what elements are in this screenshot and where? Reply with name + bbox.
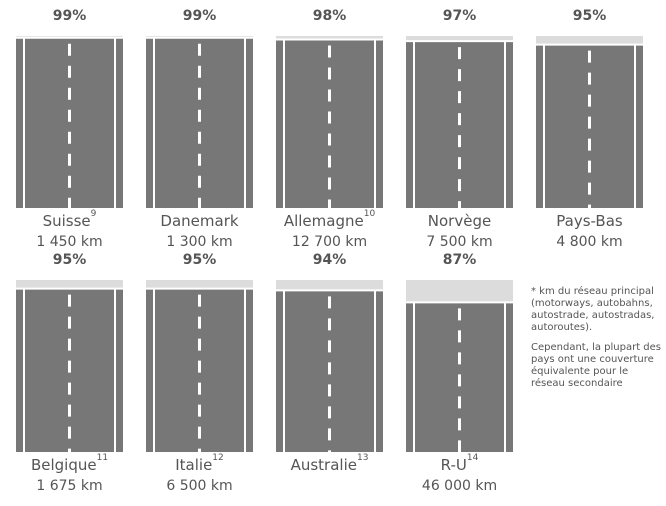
country-name: Suisse (43, 212, 91, 230)
country-label: Belgique11 (31, 453, 108, 474)
country-name: R-U (441, 456, 467, 474)
length-label: 1 450 km (36, 234, 102, 250)
value-label: 87% (443, 252, 477, 268)
note-text: Cependant, la plupart des pays ont une c… (531, 342, 662, 389)
country-label: Pays-Bas (556, 212, 623, 230)
country-name: Australie (291, 456, 357, 474)
footnote-ref: 14 (467, 453, 479, 463)
value-label: 99% (183, 8, 217, 24)
country-label: Danemark (160, 212, 238, 230)
footnote-ref: 11 (97, 453, 108, 463)
length-label: 1 675 km (36, 478, 102, 494)
footnote-ref: 10 (364, 209, 376, 219)
length-label: 4 800 km (556, 234, 622, 250)
country-name: Allemagne (284, 212, 364, 230)
country-name: Norvège (428, 212, 491, 230)
country-name: Danemark (160, 212, 238, 230)
length-label: 1 300 km (166, 234, 232, 250)
footnote-ref: 13 (357, 453, 368, 463)
value-label: 95% (53, 252, 87, 268)
country-name: Italie (175, 456, 212, 474)
footnote-ref: 9 (91, 209, 97, 219)
country-label: Norvège (428, 212, 491, 230)
country-label: Allemagne10 (284, 209, 376, 230)
length-label: 6 500 km (166, 478, 232, 494)
value-label: 94% (313, 252, 347, 268)
value-label: 98% (313, 8, 347, 24)
length-label: 7 500 km (426, 234, 492, 250)
value-label: 95% (183, 252, 217, 268)
country-label: Italie12 (175, 453, 224, 474)
country-label: Australie13 (291, 453, 369, 474)
length-label: 46 000 km (422, 478, 497, 494)
country-name: Pays-Bas (556, 212, 623, 230)
value-label: 95% (573, 8, 607, 24)
note: * km du réseau principal (motorways, aut… (531, 286, 661, 398)
country-label: R-U14 (441, 453, 479, 474)
country-name: Belgique (31, 456, 97, 474)
country-label: Suisse9 (43, 209, 97, 230)
length-label: 12 700 km (292, 234, 367, 250)
value-label: 99% (53, 8, 87, 24)
footnote-ref: 12 (212, 453, 223, 463)
note-text: * km du réseau principal (motorways, aut… (531, 286, 655, 333)
value-label: 97% (443, 8, 477, 24)
